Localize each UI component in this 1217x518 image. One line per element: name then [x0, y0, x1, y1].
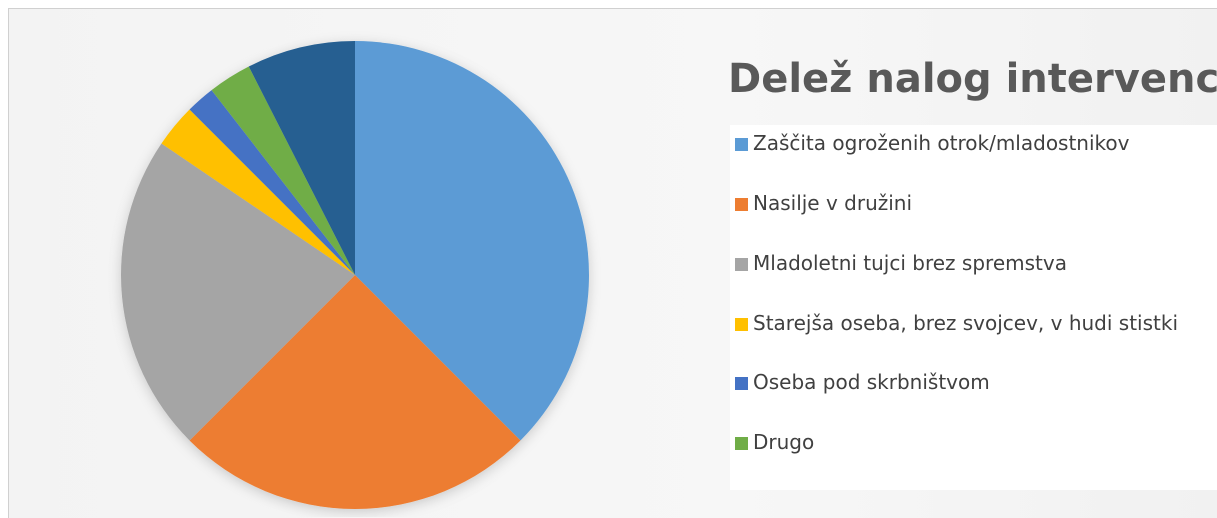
legend-swatch	[735, 318, 748, 331]
pie-slice	[355, 41, 590, 441]
legend-item: Zaščita ogroženih otrok/mladostnikov	[735, 128, 1205, 158]
legend-label: Drugo	[753, 430, 815, 454]
legend-swatch	[735, 258, 748, 271]
legend: Zaščita ogroženih otrok/mladostnikov Nasi…	[730, 125, 1217, 490]
legend-swatch	[735, 437, 748, 450]
legend-item: Mladoletni tujci brez spremstva	[735, 248, 1205, 278]
legend-swatch	[735, 198, 748, 211]
pie-slice	[189, 275, 521, 510]
pie-slice	[121, 143, 355, 441]
legend-swatch	[735, 377, 748, 390]
legend-label: Nasilje v družini	[753, 191, 913, 215]
pie-slice	[248, 41, 355, 275]
legend-label: Starejša oseba, brez svojcev, v hudi sti…	[753, 311, 1179, 335]
legend-label: Oseba pod skrbništvom	[753, 370, 990, 394]
legend-swatch	[735, 138, 748, 151]
legend-label: Mladoletni tujci brez spremstva	[753, 251, 1067, 275]
legend-item: Drugo	[735, 427, 1205, 457]
legend-label: Zaščita ogroženih otrok/mladostnikov	[753, 131, 1130, 155]
legend-item: Starejša oseba, brez svojcev, v hudi sti…	[735, 308, 1205, 338]
legend-item: Nasilje v družini	[735, 188, 1205, 218]
pie-slice	[161, 109, 355, 275]
pie-slice	[189, 90, 355, 275]
pie-slice	[211, 66, 355, 275]
legend-item: Oseba pod skrbništvom	[735, 367, 1205, 397]
chart-title: Delež nalog intervencij	[728, 56, 1217, 102]
slices	[121, 41, 590, 510]
